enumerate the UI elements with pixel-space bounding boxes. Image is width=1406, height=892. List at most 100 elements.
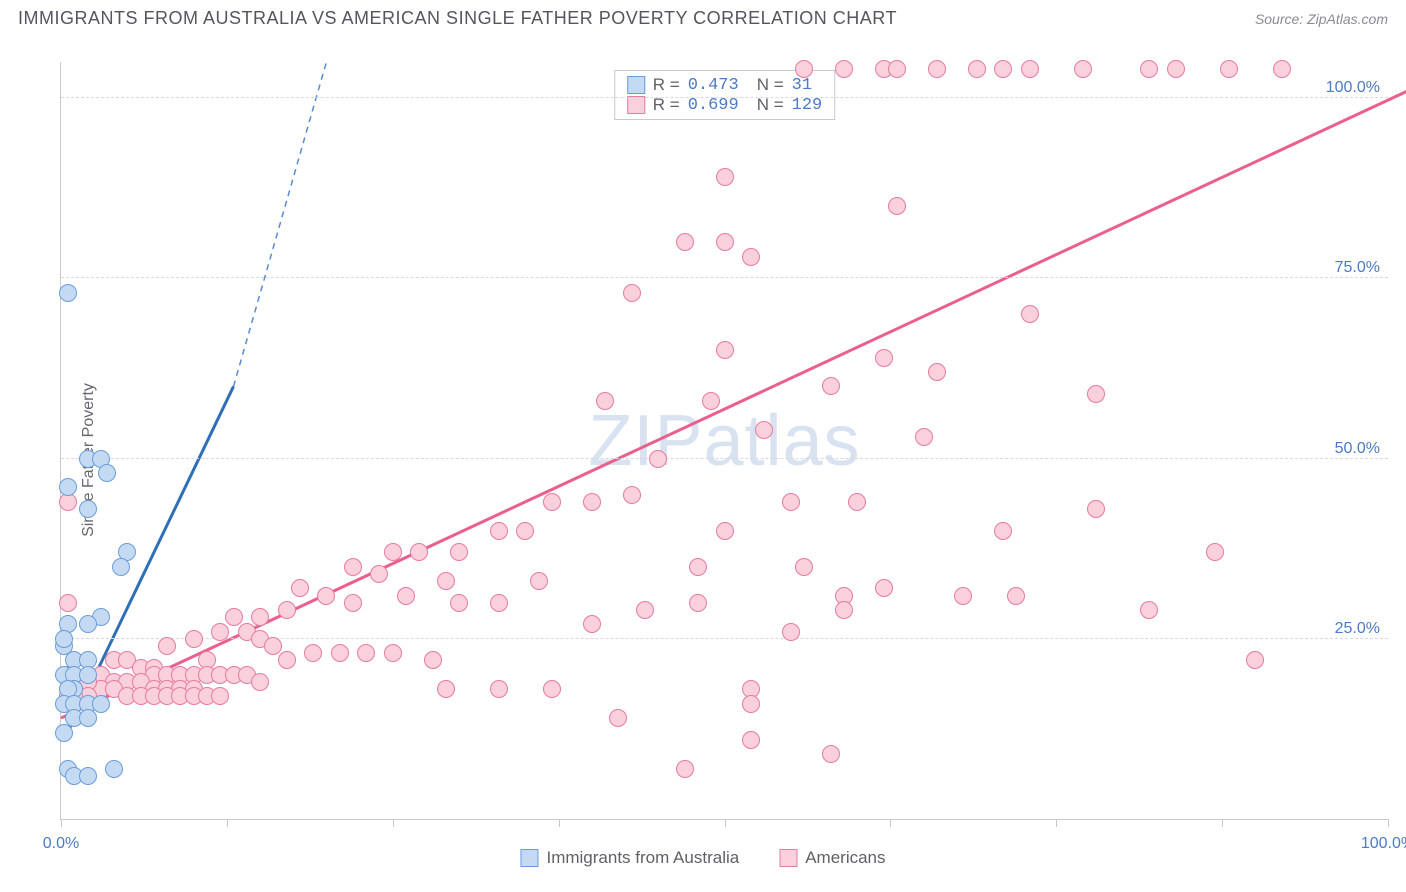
data-point xyxy=(490,522,508,540)
series-legend: Immigrants from Australia Americans xyxy=(520,848,885,868)
swatch-icon xyxy=(520,849,538,867)
legend-row-blue: R = 0.473 N = 31 xyxy=(627,75,823,95)
data-point xyxy=(278,601,296,619)
data-point xyxy=(92,695,110,713)
data-point xyxy=(1140,60,1158,78)
data-point xyxy=(424,651,442,669)
data-point xyxy=(530,572,548,590)
data-point xyxy=(848,493,866,511)
chart-title: IMMIGRANTS FROM AUSTRALIA VS AMERICAN SI… xyxy=(18,8,897,29)
data-point xyxy=(583,615,601,633)
r-value: 0.473 xyxy=(688,76,739,95)
legend-label: Immigrants from Australia xyxy=(546,848,739,868)
data-point xyxy=(623,486,641,504)
data-point xyxy=(105,760,123,778)
x-tick xyxy=(1056,819,1057,827)
data-point xyxy=(583,493,601,511)
data-point xyxy=(490,680,508,698)
chart-container: Single Father Poverty ZIPatlas R = 0.473… xyxy=(18,40,1388,880)
data-point xyxy=(596,392,614,410)
data-point xyxy=(490,594,508,612)
data-point xyxy=(357,644,375,662)
data-point xyxy=(397,587,415,605)
data-point xyxy=(928,363,946,381)
data-point xyxy=(689,558,707,576)
y-tick-label: 75.0% xyxy=(1335,259,1380,277)
data-point xyxy=(835,60,853,78)
data-point xyxy=(716,233,734,251)
data-point xyxy=(1007,587,1025,605)
data-point xyxy=(676,233,694,251)
data-point xyxy=(344,594,362,612)
watermark: ZIPatlas xyxy=(588,400,860,482)
x-tick xyxy=(1222,819,1223,827)
data-point xyxy=(994,60,1012,78)
data-point xyxy=(437,680,455,698)
data-point xyxy=(59,284,77,302)
data-point xyxy=(543,493,561,511)
data-point xyxy=(98,464,116,482)
data-point xyxy=(516,522,534,540)
source-label: Source: ZipAtlas.com xyxy=(1255,11,1388,27)
data-point xyxy=(278,651,296,669)
data-point xyxy=(742,695,760,713)
data-point xyxy=(384,644,402,662)
plot-area: ZIPatlas R = 0.473 N = 31 R = 0.699 N = … xyxy=(60,62,1388,820)
data-point xyxy=(344,558,362,576)
data-point xyxy=(609,709,627,727)
x-tick xyxy=(61,819,62,827)
y-tick-label: 25.0% xyxy=(1335,620,1380,638)
data-point xyxy=(79,767,97,785)
x-tick xyxy=(890,819,891,827)
data-point xyxy=(822,377,840,395)
data-point xyxy=(1206,543,1224,561)
data-point xyxy=(450,543,468,561)
data-point xyxy=(211,623,229,641)
gridline xyxy=(61,97,1388,98)
r-value: 0.699 xyxy=(688,96,739,115)
data-point xyxy=(1074,60,1092,78)
swatch-icon xyxy=(627,96,645,114)
data-point xyxy=(755,421,773,439)
data-point xyxy=(79,500,97,518)
x-tick xyxy=(725,819,726,827)
data-point xyxy=(676,760,694,778)
data-point xyxy=(954,587,972,605)
data-point xyxy=(59,478,77,496)
x-tick-label: 100.0% xyxy=(1361,835,1406,853)
x-tick xyxy=(227,819,228,827)
data-point xyxy=(875,579,893,597)
data-point xyxy=(875,349,893,367)
n-label: N = xyxy=(757,75,784,95)
data-point xyxy=(79,615,97,633)
y-tick-label: 100.0% xyxy=(1326,79,1380,97)
data-point xyxy=(716,168,734,186)
legend-label: Americans xyxy=(805,848,885,868)
data-point xyxy=(264,637,282,655)
data-point xyxy=(994,522,1012,540)
data-point xyxy=(702,392,720,410)
legend-item-pink: Americans xyxy=(779,848,885,868)
n-value: 129 xyxy=(792,96,823,115)
data-point xyxy=(795,558,813,576)
data-point xyxy=(55,630,73,648)
data-point xyxy=(370,565,388,583)
data-point xyxy=(410,543,428,561)
legend-item-blue: Immigrants from Australia xyxy=(520,848,739,868)
data-point xyxy=(55,724,73,742)
data-point xyxy=(291,579,309,597)
data-point xyxy=(437,572,455,590)
data-point xyxy=(716,522,734,540)
x-tick-label: 0.0% xyxy=(43,835,79,853)
data-point xyxy=(888,60,906,78)
data-point xyxy=(835,601,853,619)
data-point xyxy=(225,608,243,626)
data-point xyxy=(795,60,813,78)
data-point xyxy=(79,709,97,727)
data-point xyxy=(158,637,176,655)
x-tick xyxy=(393,819,394,827)
data-point xyxy=(450,594,468,612)
data-point xyxy=(1021,305,1039,323)
x-tick xyxy=(559,819,560,827)
data-point xyxy=(1273,60,1291,78)
